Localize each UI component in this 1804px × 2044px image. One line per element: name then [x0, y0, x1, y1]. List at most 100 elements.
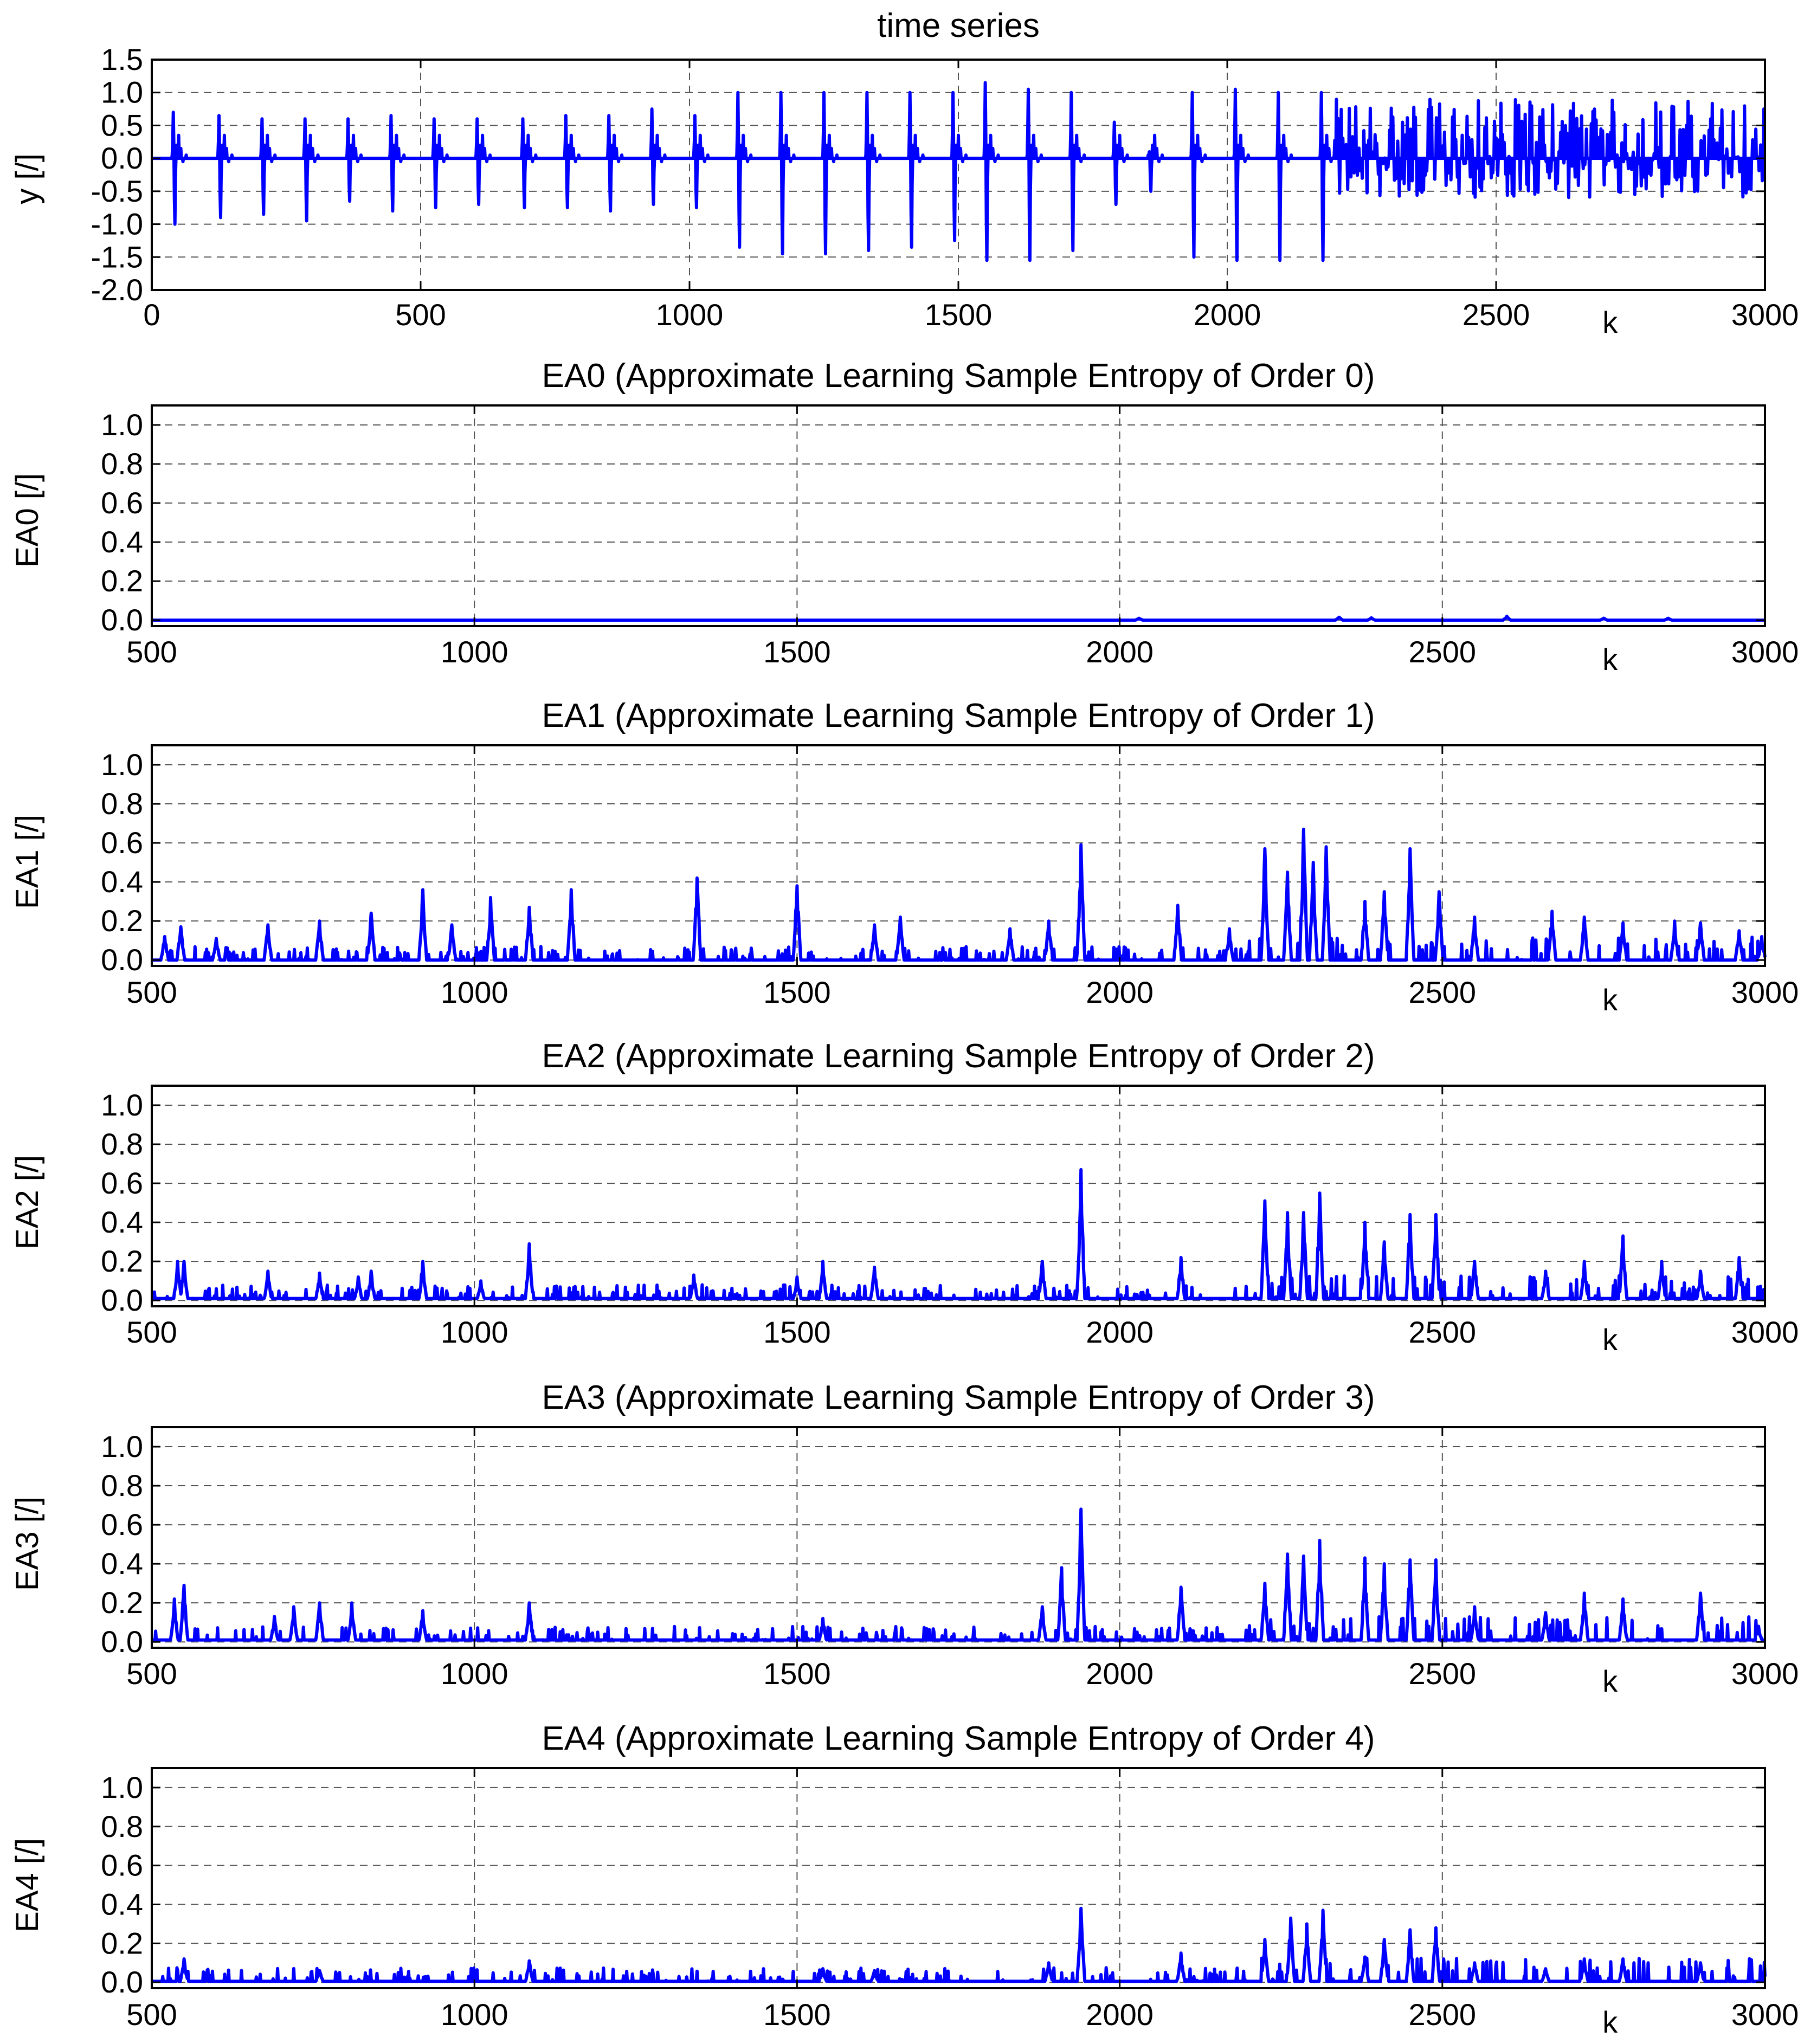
- x-tick-label: 2000: [1086, 975, 1154, 1009]
- chart-title: EA1 (Approximate Learning Sample Entropy…: [542, 697, 1375, 734]
- x-tick-label: 1000: [441, 1997, 508, 2032]
- y-tick-label: 0.2: [101, 1926, 143, 1960]
- x-tick-label: 1500: [925, 298, 993, 332]
- y-tick-label: 0.6: [101, 1507, 143, 1542]
- y-tick-label: -1.0: [91, 207, 144, 241]
- x-axis-label: k: [1602, 305, 1618, 339]
- series-line-EA0: [151, 615, 1766, 622]
- chart-title: EA4 (Approximate Learning Sample Entropy…: [542, 1720, 1375, 1757]
- x-axis-label: k: [1602, 2005, 1618, 2039]
- x-tick-label: 1500: [763, 975, 831, 1009]
- x-axis-label: k: [1602, 983, 1618, 1017]
- y-tick-label: -1.5: [91, 240, 144, 274]
- x-tick-label: 3000: [1731, 1315, 1799, 1349]
- x-tick-label: 2500: [1409, 1997, 1477, 2032]
- y-tick-label: 1.0: [101, 408, 143, 442]
- y-tick-label: 1.0: [101, 75, 143, 109]
- series-line-y: [151, 81, 1766, 262]
- chart-title: EA2 (Approximate Learning Sample Entropy…: [542, 1037, 1375, 1075]
- y-tick-label: 0.6: [101, 826, 143, 860]
- x-tick-label: 2500: [1409, 635, 1477, 669]
- y-tick-label: 1.0: [101, 1088, 143, 1122]
- y-tick-label: 0.4: [101, 1887, 143, 1922]
- x-tick-label: 2500: [1409, 1315, 1477, 1349]
- x-tick-label: 500: [126, 975, 177, 1009]
- y-tick-label: 0.2: [101, 564, 143, 598]
- y-tick-label: 0.4: [101, 1546, 143, 1581]
- x-tick-label: 1500: [763, 635, 831, 669]
- y-axis-label: EA4 [/]: [10, 1838, 45, 1932]
- x-tick-label: 3000: [1731, 1656, 1799, 1691]
- chart-panel-5: EA4 (Approximate Learning Sample Entropy…: [10, 1720, 1799, 2039]
- x-tick-label: 3000: [1731, 635, 1799, 669]
- x-tick-label: 3000: [1731, 1997, 1799, 2032]
- x-tick-label: 3000: [1731, 975, 1799, 1009]
- chart-panel-3: EA2 (Approximate Learning Sample Entropy…: [10, 1037, 1799, 1357]
- series-line-EA2: [151, 1168, 1766, 1300]
- x-tick-label: 2000: [1194, 298, 1261, 332]
- y-tick-label: 1.0: [101, 747, 143, 782]
- y-tick-label: 0.0: [101, 141, 143, 175]
- plot-frame: [151, 744, 1766, 967]
- y-tick-label: 0.6: [101, 1166, 143, 1200]
- y-tick-label: 1.0: [101, 1429, 143, 1463]
- y-tick-label: 0.8: [101, 1127, 143, 1161]
- y-tick-label: -2.0: [91, 273, 144, 307]
- y-tick-label: 0.5: [101, 108, 143, 142]
- y-tick-label: 0.6: [101, 486, 143, 520]
- y-tick-label: 0.0: [101, 603, 143, 637]
- x-axis-label: k: [1602, 1664, 1618, 1698]
- x-tick-label: 1000: [656, 298, 724, 332]
- y-axis-label: EA0 [/]: [10, 473, 45, 568]
- y-tick-label: 1.5: [101, 42, 143, 76]
- x-tick-label: 2000: [1086, 1997, 1154, 2032]
- y-tick-label: -0.5: [91, 174, 144, 208]
- y-tick-label: 0.2: [101, 904, 143, 938]
- chart-panel-1: EA0 (Approximate Learning Sample Entropy…: [10, 357, 1799, 676]
- chart-panel-4: EA3 (Approximate Learning Sample Entropy…: [10, 1379, 1799, 1698]
- y-tick-label: 0.4: [101, 525, 143, 559]
- series-line-EA1: [151, 827, 1767, 962]
- y-tick-label: 0.6: [101, 1848, 143, 1882]
- plot-frame: [151, 404, 1766, 627]
- x-tick-label: 500: [126, 635, 177, 669]
- y-axis-label: y [/]: [10, 153, 45, 204]
- chart-title: EA0 (Approximate Learning Sample Entropy…: [542, 357, 1375, 395]
- x-tick-label: 500: [395, 298, 446, 332]
- y-axis-label: EA3 [/]: [10, 1497, 45, 1591]
- x-tick-label: 2500: [1409, 975, 1477, 1009]
- series-line-EA4: [151, 1906, 1767, 1983]
- x-axis-label: k: [1602, 1323, 1618, 1357]
- plot-frame: [151, 1426, 1766, 1649]
- x-tick-label: 2500: [1462, 298, 1530, 332]
- x-tick-label: 500: [126, 1656, 177, 1691]
- plot-frame: [151, 1085, 1766, 1307]
- y-tick-label: 0.0: [101, 943, 143, 977]
- y-axis-label: EA1 [/]: [10, 815, 45, 909]
- y-tick-label: 0.0: [101, 1965, 143, 1999]
- y-axis-label: EA2 [/]: [10, 1155, 45, 1249]
- x-tick-label: 1500: [763, 1997, 831, 2032]
- x-axis-label: k: [1602, 642, 1618, 676]
- chart-panel-2: EA1 (Approximate Learning Sample Entropy…: [10, 697, 1799, 1017]
- x-tick-label: 1000: [441, 975, 508, 1009]
- y-tick-label: 0.2: [101, 1244, 143, 1278]
- chart-panel-0: time series 1.51.00.50.0-0.5-1.0-1.5-2.00…: [10, 7, 1799, 339]
- x-tick-label: 1000: [441, 1656, 508, 1691]
- x-tick-label: 1000: [441, 635, 508, 669]
- y-tick-label: 0.8: [101, 447, 143, 481]
- x-tick-label: 0: [143, 298, 160, 332]
- x-tick-label: 2500: [1409, 1656, 1477, 1691]
- y-tick-label: 0.0: [101, 1624, 143, 1659]
- y-tick-label: 0.8: [101, 786, 143, 821]
- x-tick-label: 500: [126, 1997, 177, 2032]
- y-tick-label: 0.0: [101, 1283, 143, 1317]
- x-tick-label: 2000: [1086, 1656, 1154, 1691]
- chart-title: EA3 (Approximate Learning Sample Entropy…: [542, 1379, 1375, 1416]
- y-tick-label: 0.8: [101, 1468, 143, 1503]
- x-tick-label: 3000: [1731, 298, 1799, 332]
- y-tick-label: 0.4: [101, 1205, 143, 1239]
- series-line-EA3: [151, 1507, 1766, 1642]
